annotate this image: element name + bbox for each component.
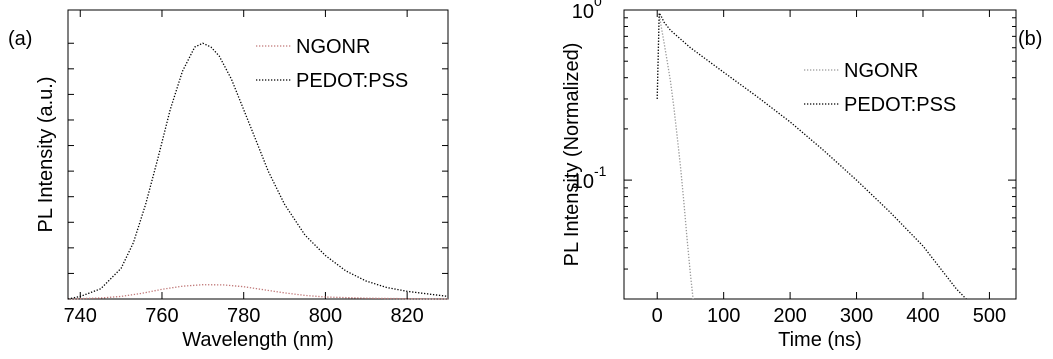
panel-a-legend-label: PEDOT:PSS — [296, 70, 408, 92]
panel-b-y-tick-exponent: 0 — [594, 0, 602, 9]
panel-a-x-tick-label: 780 — [227, 305, 260, 327]
panel-a-x-tick-label: 800 — [309, 305, 342, 327]
panel-b-y-tick-base: 10 — [572, 1, 594, 23]
panel-a-plot-frame — [67, 9, 449, 300]
panel-b-series-ngonr — [656, 13, 694, 300]
panel-b-y-tick-exponent: -1 — [594, 163, 607, 179]
panel-a-x-axis-label: Wavelength (nm) — [182, 329, 334, 351]
panel-b-y-axis-label: PL Intensity (Normalized) — [561, 43, 583, 267]
panel-b-x-tick-label: 500 — [973, 305, 1006, 327]
panel-b-plot-frame — [623, 9, 1017, 300]
panel-b-y-tick-base: 10 — [572, 171, 594, 193]
panel-b-x-axis-label: Time (ns) — [778, 329, 862, 351]
panel-a-x-tick-label: 760 — [145, 305, 178, 327]
panel-b-y-tick-label: 10 — [572, 171, 594, 193]
panel-b-x-tick-label: 300 — [840, 305, 873, 327]
panel-a-series-ngonr — [67, 284, 449, 300]
panel-b-x-tick-label: 0 — [652, 305, 663, 327]
panel-a-x-tick-label: 740 — [64, 305, 97, 327]
panel-b-legend-label: PEDOT:PSS — [844, 94, 956, 116]
panel-b-x-tick-label: 400 — [906, 305, 939, 327]
panel-a-x-tick-label: 820 — [390, 305, 423, 327]
panel-b-legend-label: NGONR — [844, 60, 918, 82]
panel-b-x-tick-label: 200 — [773, 305, 806, 327]
panel-b-label: (b) — [1018, 28, 1043, 50]
panel-a-label: (a) — [8, 28, 33, 50]
panel-a-y-axis-label: PL Intensity (a.u.) — [35, 77, 57, 233]
panel-b-series-pedot-pss — [656, 10, 967, 300]
panel-a-legend-label: NGONR — [296, 36, 370, 58]
panel-b-x-tick-label: 100 — [707, 305, 740, 327]
panel-b-y-tick-label: 10 — [572, 1, 594, 23]
